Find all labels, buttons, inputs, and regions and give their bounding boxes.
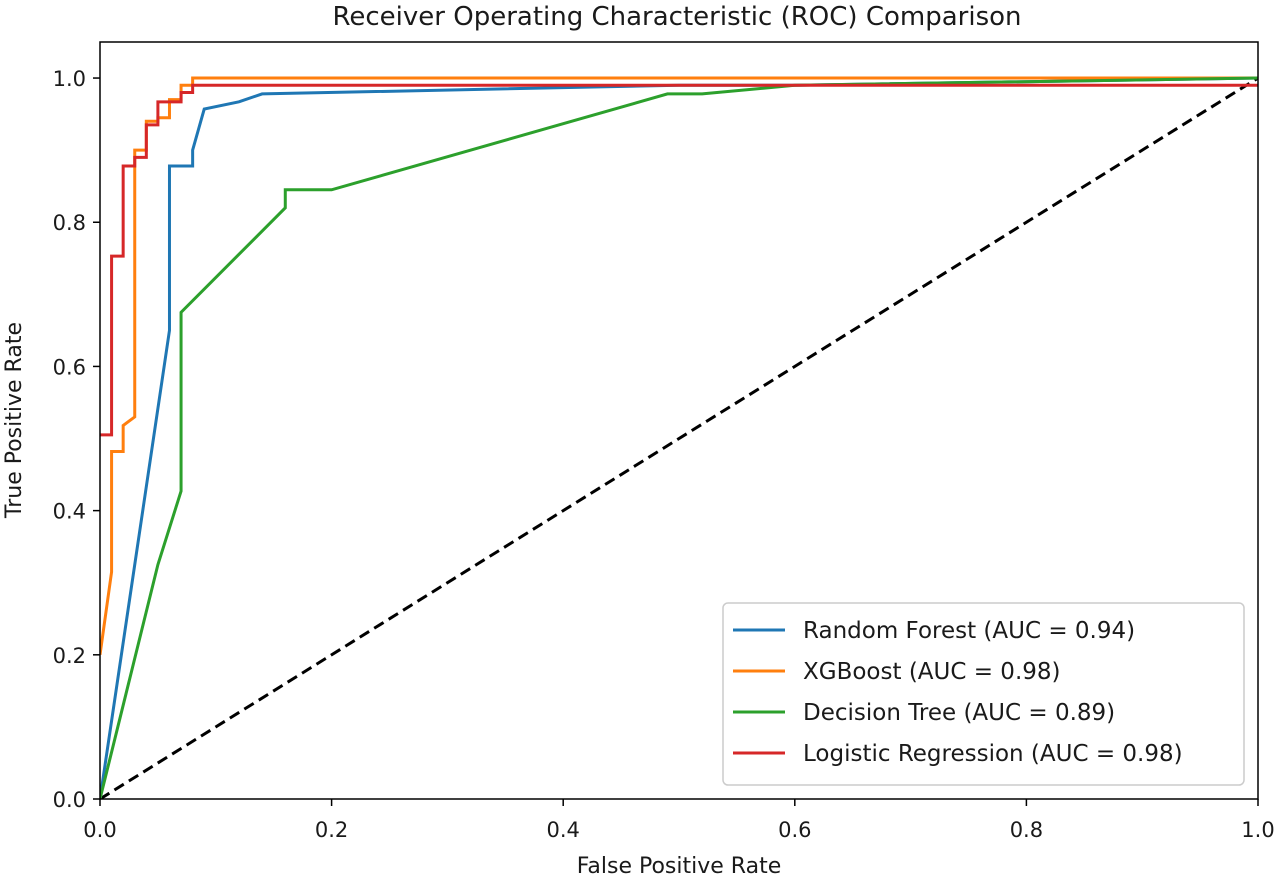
y-tick-label: 1.0 (53, 67, 86, 91)
x-axis-title: False Positive Rate (577, 854, 781, 879)
legend-label-1: Random Forest (AUC = 0.94) (803, 618, 1135, 644)
x-tick-label: 1.0 (1241, 818, 1274, 842)
y-tick-label: 0.8 (53, 211, 86, 235)
y-tick-label: 0.4 (53, 500, 86, 524)
x-tick-label: 0.4 (546, 818, 579, 842)
y-tick-label: 0.6 (53, 355, 86, 379)
series-line-4 (100, 83, 1258, 437)
plot-area (100, 76, 1258, 799)
y-axis: 0.0 0.2 0.4 0.6 0.8 1.0 (53, 67, 100, 812)
axes-frame (99, 41, 1259, 800)
series-line-2 (100, 76, 1258, 656)
reference-diagonal-line (100, 76, 1258, 799)
x-tick-label: 0.6 (778, 818, 811, 842)
series-line-3 (100, 76, 1258, 799)
y-axis-title: True Positive Rate (2, 322, 27, 519)
legend-label-4: Logistic Regression (AUC = 0.98) (803, 741, 1183, 767)
x-axis: 0.0 0.2 0.4 0.6 0.8 1.0 (83, 799, 1275, 842)
legend-box (722, 602, 1245, 786)
y-tick-label: 0.2 (53, 644, 86, 668)
x-tick-label: 0.2 (315, 818, 348, 842)
x-tick-label: 0.8 (1010, 818, 1043, 842)
legend-label-2: XGBoost (AUC = 0.98) (803, 659, 1061, 685)
x-tick-label: 0.0 (83, 818, 116, 842)
y-tick-label: 0.0 (53, 788, 86, 812)
legend: Random Forest (AUC = 0.94) XGBoost (AUC =… (722, 602, 1245, 786)
legend-label-3: Decision Tree (AUC = 0.89) (803, 700, 1115, 726)
chart-title: Receiver Operating Characteristic (ROC) … (332, 2, 1021, 32)
